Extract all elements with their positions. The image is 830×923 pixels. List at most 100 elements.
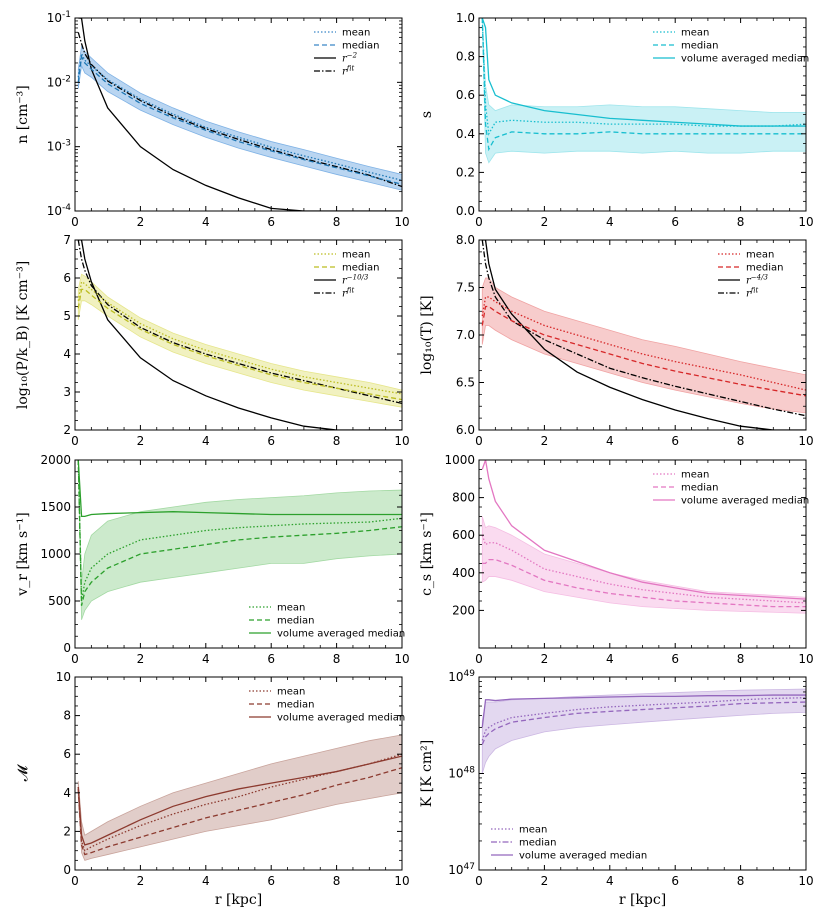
x-tick-label: 2 [541, 652, 549, 666]
x-tick-label: 2 [541, 215, 549, 229]
y-tick-label: 6 [63, 271, 71, 285]
x-tick-label: 0 [475, 215, 483, 229]
legend-label: r−2 [342, 52, 358, 65]
panel-mach: 0 2 4 6 8 10 0 2 4 6 8 10 𝓜r [kpc] mean median volume a… [15, 670, 410, 908]
y-axis-label: s [419, 111, 435, 118]
volume-averaged-median-line [481, 18, 806, 127]
x-tick-label: 4 [202, 434, 210, 448]
x-tick-label: 8 [737, 434, 745, 448]
plot-area-n [77, 18, 402, 211]
legend-label: median [342, 263, 380, 274]
legend-label: median [746, 263, 784, 274]
x-tick-label: 8 [333, 874, 341, 888]
median-line [77, 460, 402, 606]
legend-label: median [277, 700, 315, 711]
median-line [77, 54, 402, 185]
median-line [482, 558, 806, 608]
y-tick-label: 0.0 [456, 204, 475, 218]
confidence-band [481, 277, 806, 414]
y-tick-label: 1049 [448, 669, 475, 684]
y-tick-label: 0.8 [456, 50, 475, 64]
y-tick-label: 4 [63, 786, 71, 800]
legend-label: median [519, 838, 557, 849]
y-axis-label: log₁₀(P/k_B) [K cm⁻³] [15, 261, 31, 409]
legend-label: median [342, 41, 380, 52]
volume-averaged-median-line [481, 694, 806, 728]
y-axis-label: c_s [km s⁻¹] [419, 512, 435, 596]
x-axis-label: r [kpc] [619, 892, 666, 908]
volume-averaged-median-line [77, 755, 402, 846]
legend: mean median volume averaged median [653, 28, 809, 65]
legend: mean median volume averaged median [653, 470, 809, 507]
x-tick-label: 8 [333, 215, 341, 229]
mean-line [77, 460, 402, 602]
median-line [481, 701, 806, 745]
y-tick-label: 7.0 [456, 328, 475, 342]
x-tick-label: 10 [798, 215, 813, 229]
legend-label: volume averaged median [519, 851, 647, 862]
x-tick-label: 6 [267, 652, 275, 666]
y-tick-label: 10-4 [47, 203, 72, 218]
x-tick-label: 8 [333, 652, 341, 666]
legend-label: mean [277, 687, 305, 698]
y-tick-label: 8 [63, 709, 71, 723]
legend-label: volume averaged median [681, 54, 809, 65]
legend-label: rfit [746, 287, 758, 300]
panel-n: 0 2 4 6 8 10 10-4 10-3 10-2 10-1 n [cm⁻³] mean media… [15, 10, 410, 229]
y-tick-label: 7 [63, 233, 71, 247]
x-tick-label: 4 [606, 434, 614, 448]
y-tick-label: 500 [48, 594, 71, 608]
x-tick-label: 6 [671, 434, 679, 448]
confidence-band [481, 688, 806, 774]
volume-averaged-median-line [77, 460, 402, 518]
x-tick-label: 4 [202, 874, 210, 888]
x-tick-label: 4 [202, 215, 210, 229]
y-tick-label: 1000 [40, 547, 71, 561]
x-tick-label: 2 [137, 215, 145, 229]
y-tick-label: 0 [63, 863, 71, 877]
y-tick-label: 6 [63, 747, 71, 761]
y-tick-label: 5 [63, 309, 71, 323]
y-tick-label: 4 [63, 347, 71, 361]
power-law-line [78, 240, 402, 430]
y-tick-label: 7.5 [456, 281, 475, 295]
x-tick-label: 6 [671, 652, 679, 666]
legend-label: r−10/3 [342, 274, 369, 287]
x-axis-label: r [kpc] [215, 892, 262, 908]
mean-line [77, 753, 402, 852]
fit-line [77, 32, 402, 188]
x-tick-label: 6 [267, 874, 275, 888]
y-tick-label: 0.4 [456, 127, 475, 141]
x-tick-label: 2 [137, 874, 145, 888]
y-tick-label: 8.0 [456, 233, 475, 247]
y-tick-label: 0 [63, 641, 71, 655]
x-tick-label: 4 [606, 215, 614, 229]
y-tick-label: 2000 [40, 453, 71, 467]
y-tick-label: 0.2 [456, 165, 475, 179]
x-tick-label: 10 [798, 434, 813, 448]
legend-label: mean [681, 28, 709, 39]
x-tick-label: 0 [475, 874, 483, 888]
x-tick-label: 2 [541, 874, 549, 888]
mean-line [77, 51, 402, 181]
x-tick-label: 10 [394, 434, 409, 448]
plot-area-K [481, 688, 806, 774]
legend-label: volume averaged median [277, 629, 405, 640]
legend-label: rfit [342, 65, 354, 78]
x-tick-label: 6 [267, 215, 275, 229]
x-tick-label: 10 [798, 652, 813, 666]
volume-averaged-median-line [481, 460, 806, 600]
x-tick-label: 0 [475, 434, 483, 448]
fit-line [481, 240, 806, 417]
confidence-band [77, 45, 402, 191]
x-tick-label: 6 [671, 874, 679, 888]
y-tick-label: 1000 [444, 453, 475, 467]
x-tick-label: 2 [541, 434, 549, 448]
legend-label: mean [519, 825, 547, 836]
y-tick-label: 1047 [448, 862, 475, 877]
